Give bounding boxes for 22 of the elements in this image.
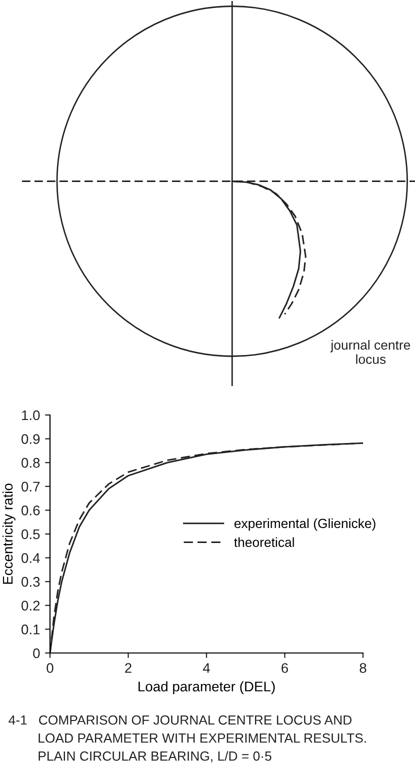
y-tick-label: 0.4 xyxy=(22,553,40,563)
y-tick-label: 0.9 xyxy=(22,434,40,444)
x-tick-label: 2 xyxy=(125,663,132,673)
legend-label: theoretical xyxy=(234,537,294,547)
y-tick-label: 1.0 xyxy=(22,410,40,420)
y-tick-label: 0.1 xyxy=(22,624,40,634)
y-tick-label: 0 xyxy=(33,648,40,658)
y-tick-label: 0.6 xyxy=(22,506,40,516)
y-tick-label: 0.8 xyxy=(22,458,40,468)
text: 4-1 COMPARISON OF JOURNAL CENTRE LOCUS AND LOAD PARAMETER WITH EXPERIMENTAL RESULTS. PLAIN CIRCULAR BEARING, L/D = 0·5 xyxy=(8,715,366,762)
y-tick-label: 0.3 xyxy=(22,576,40,587)
legend-label: experimental (Glienicke) xyxy=(234,518,376,531)
text: journal centre locus xyxy=(330,340,410,364)
x-tick-label: 4 xyxy=(202,663,210,673)
y-tick-label: 0.7 xyxy=(22,482,40,492)
y-tick-label: 0.2 xyxy=(22,600,40,611)
y-axis-title: Eccentricity ratio xyxy=(2,484,16,584)
x-axis-title: Load parameter (DEL) xyxy=(138,681,275,694)
x-tick-label: 0 xyxy=(46,663,54,673)
x-tick-label: 8 xyxy=(360,663,366,673)
x-tick-label: 6 xyxy=(282,663,288,673)
y-tick-label: 0.5 xyxy=(22,529,40,540)
